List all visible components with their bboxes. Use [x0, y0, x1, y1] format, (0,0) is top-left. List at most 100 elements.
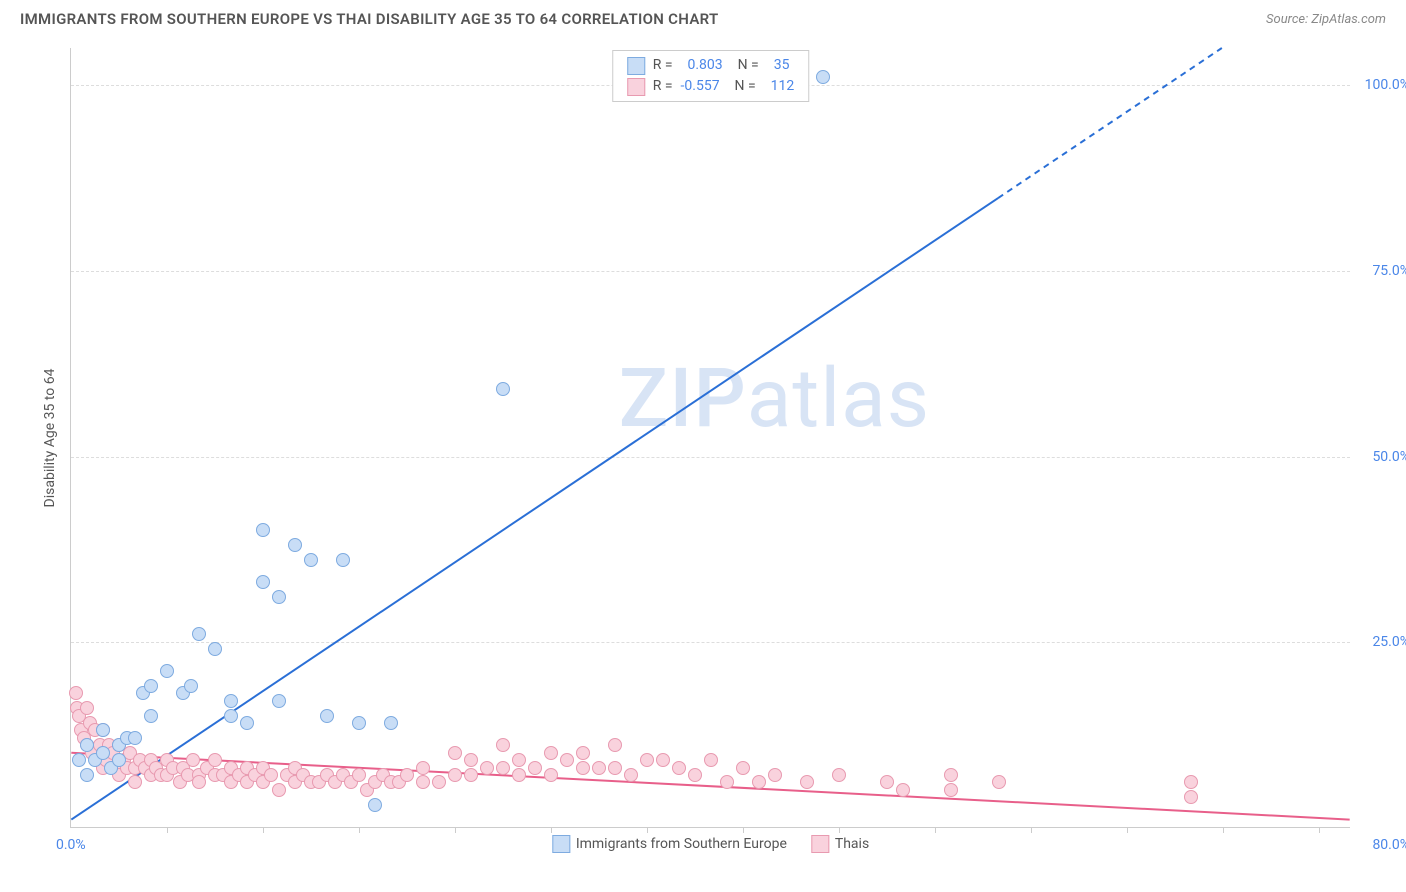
data-point	[608, 761, 622, 775]
data-point	[944, 768, 958, 782]
data-point	[464, 753, 478, 767]
data-point	[352, 768, 366, 782]
x-axis-max-label: 80.0%	[1372, 837, 1406, 853]
data-point	[704, 753, 718, 767]
x-tick	[935, 827, 936, 833]
data-point	[80, 768, 94, 782]
x-tick	[1127, 827, 1128, 833]
data-point	[400, 768, 414, 782]
legend-n-blue: 35	[774, 55, 790, 76]
plot-region: ZIPatlas R = 0.803 N = 35 R = -0.557 N =…	[70, 48, 1350, 828]
legend-r-pink: -0.557	[681, 76, 720, 97]
data-point	[288, 538, 302, 552]
y-axis-label: Disability Age 35 to 64	[42, 369, 58, 508]
data-point	[496, 382, 510, 396]
data-point	[816, 70, 830, 84]
x-tick	[1223, 827, 1224, 833]
x-axis-min-label: 0.0%	[56, 837, 86, 853]
data-point	[69, 686, 83, 700]
x-tick	[167, 827, 168, 833]
data-point	[416, 775, 430, 789]
data-point	[272, 783, 286, 797]
data-point	[256, 523, 270, 537]
data-point	[416, 761, 430, 775]
x-tick	[743, 827, 744, 833]
data-point	[1184, 790, 1198, 804]
data-point	[608, 738, 622, 752]
y-tick-label: 25.0%	[1355, 634, 1406, 650]
legend-r-blue: 0.803	[687, 55, 722, 76]
data-point	[256, 575, 270, 589]
data-point	[544, 746, 558, 760]
data-point	[464, 768, 478, 782]
x-tick	[359, 827, 360, 833]
x-tick	[839, 827, 840, 833]
data-point	[144, 709, 158, 723]
data-point	[128, 775, 142, 789]
x-tick	[647, 827, 648, 833]
series-label-blue: Immigrants from Southern Europe	[576, 836, 787, 852]
data-point	[264, 768, 278, 782]
data-point	[1184, 775, 1198, 789]
x-tick	[1031, 827, 1032, 833]
data-point	[896, 783, 910, 797]
series-swatch-blue	[552, 835, 570, 853]
data-point	[208, 753, 222, 767]
data-point	[368, 798, 382, 812]
data-point	[528, 761, 542, 775]
data-point	[160, 664, 174, 678]
x-tick	[263, 827, 264, 833]
data-point	[304, 553, 318, 567]
data-point	[640, 753, 654, 767]
data-point	[752, 775, 766, 789]
y-tick-label: 50.0%	[1355, 449, 1406, 465]
data-point	[432, 775, 446, 789]
data-point	[144, 679, 158, 693]
data-point	[96, 723, 110, 737]
data-point	[480, 761, 494, 775]
data-point	[336, 553, 350, 567]
series-legend-blue: Immigrants from Southern Europe	[552, 835, 787, 853]
data-point	[186, 753, 200, 767]
data-point	[128, 731, 142, 745]
data-point	[576, 746, 590, 760]
legend-n-pink: 112	[771, 76, 795, 97]
chart-source: Source: ZipAtlas.com	[1266, 12, 1386, 27]
data-point	[272, 590, 286, 604]
series-label-pink: Thais	[835, 836, 869, 852]
correlation-legend: R = 0.803 N = 35 R = -0.557 N = 112	[612, 50, 810, 102]
chart-area: Disability Age 35 to 64 ZIPatlas R = 0.8…	[50, 48, 1350, 828]
series-swatch-pink	[811, 835, 829, 853]
data-point	[112, 753, 126, 767]
data-point	[944, 783, 958, 797]
chart-title: IMMIGRANTS FROM SOUTHERN EUROPE VS THAI …	[20, 10, 719, 28]
series-legend-pink: Thais	[811, 835, 869, 853]
data-point	[192, 627, 206, 641]
data-point	[672, 761, 686, 775]
data-point	[768, 768, 782, 782]
data-point	[320, 709, 334, 723]
regression-lines	[71, 48, 1350, 827]
data-point	[184, 679, 198, 693]
data-point	[224, 709, 238, 723]
legend-swatch-blue	[627, 57, 645, 75]
data-point	[624, 768, 638, 782]
data-point	[992, 775, 1006, 789]
legend-row-blue: R = 0.803 N = 35	[627, 55, 795, 76]
data-point	[496, 738, 510, 752]
data-point	[720, 775, 734, 789]
data-point	[352, 716, 366, 730]
data-point	[576, 761, 590, 775]
data-point	[496, 761, 510, 775]
data-point	[80, 701, 94, 715]
x-tick	[551, 827, 552, 833]
x-tick	[1319, 827, 1320, 833]
data-point	[656, 753, 670, 767]
data-point	[512, 768, 526, 782]
data-point	[272, 694, 286, 708]
data-point	[448, 768, 462, 782]
x-tick	[455, 827, 456, 833]
legend-swatch-pink	[627, 78, 645, 96]
legend-row-pink: R = -0.557 N = 112	[627, 76, 795, 97]
data-point	[224, 694, 238, 708]
